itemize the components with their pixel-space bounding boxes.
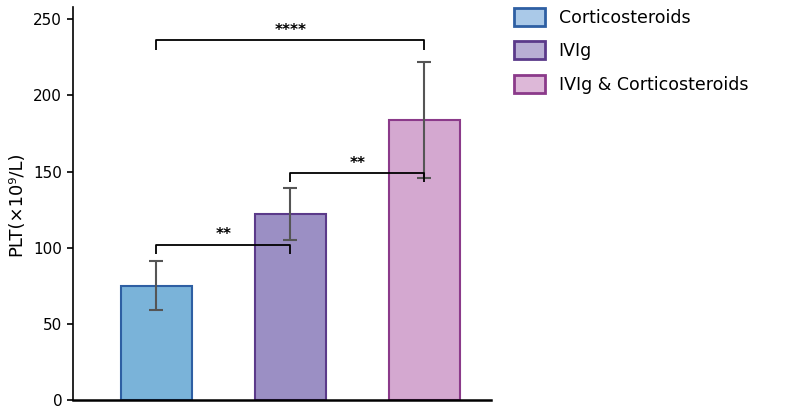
Text: **: **: [215, 228, 231, 243]
Bar: [121, 286, 191, 400]
Text: ****: ****: [274, 23, 306, 38]
Y-axis label: PLT(×10⁹/L): PLT(×10⁹/L): [7, 151, 25, 256]
Legend: Corticosteroids, IVIg, IVIg & Corticosteroids: Corticosteroids, IVIg, IVIg & Corticoste…: [514, 8, 748, 94]
Bar: [255, 214, 326, 400]
Text: **: **: [350, 156, 366, 171]
Bar: [390, 120, 460, 400]
